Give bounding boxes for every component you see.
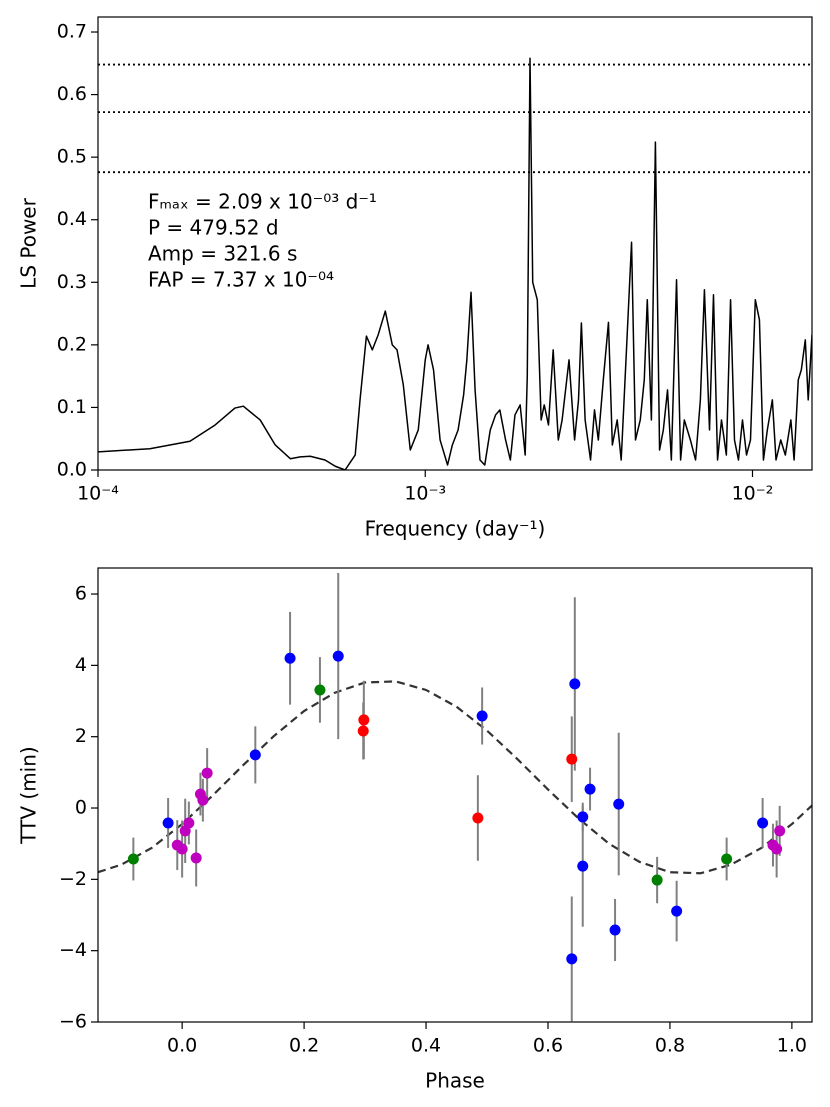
x-tick-label: 1.0 xyxy=(777,1035,807,1057)
data-point xyxy=(577,860,589,872)
x-tick-label: 0.2 xyxy=(289,1035,319,1057)
x-axis-label: Frequency (day⁻¹) xyxy=(365,517,546,541)
y-tick-label: 0.4 xyxy=(57,208,87,230)
y-tick-label: 0.0 xyxy=(57,459,87,481)
y-tick-label: −2 xyxy=(59,868,87,890)
x-tick-label: 0.8 xyxy=(655,1035,685,1057)
y-tick-label: 0.1 xyxy=(57,396,87,418)
y-axis-label: LS Power xyxy=(17,197,41,288)
y-tick-label: 6 xyxy=(75,583,87,605)
periodogram xyxy=(98,57,812,470)
data-point xyxy=(577,811,589,823)
y-tick-label: 0 xyxy=(75,797,87,819)
data-point xyxy=(771,843,783,855)
y-tick-label: 2 xyxy=(75,725,87,747)
x-tick-label: 10⁻⁴ xyxy=(77,483,119,505)
x-tick-label: 0.4 xyxy=(411,1035,441,1057)
data-point xyxy=(190,852,202,864)
x-tick-label: 10⁻² xyxy=(732,483,774,505)
data-point xyxy=(569,678,581,690)
data-point xyxy=(332,650,344,662)
data-point xyxy=(358,714,370,726)
data-point xyxy=(314,684,326,696)
data-point xyxy=(757,817,769,829)
data-point xyxy=(671,905,683,917)
x-tick-label: 0.0 xyxy=(167,1035,197,1057)
data-point xyxy=(584,783,596,795)
y-tick-label: 4 xyxy=(75,654,87,676)
data-point xyxy=(774,825,786,837)
data-point xyxy=(249,749,261,761)
model-curve xyxy=(98,680,812,875)
x-axis-label: Phase xyxy=(425,1069,485,1093)
data-point xyxy=(613,798,625,810)
y-tick-label: 0.3 xyxy=(57,271,87,293)
y-tick-label: 0.7 xyxy=(57,21,87,43)
x-tick-label: 10⁻³ xyxy=(404,483,446,505)
data-point xyxy=(127,853,139,865)
annotation: P = 479.52 d xyxy=(148,216,279,240)
plot-area xyxy=(98,572,812,1022)
data-point xyxy=(162,817,174,829)
y-tick-label: −6 xyxy=(59,1011,87,1033)
data-point xyxy=(176,843,188,855)
y-tick-label: 0.6 xyxy=(57,83,87,105)
y-tick-label: 0.2 xyxy=(57,333,87,355)
data-point xyxy=(476,710,488,722)
data-point xyxy=(651,874,663,886)
annotation: Fₘₐₓ = 2.09 x 10⁻⁰³ d⁻¹ xyxy=(148,190,377,214)
annotation: Amp = 321.6 s xyxy=(148,242,297,266)
data-point xyxy=(284,652,296,664)
y-tick-label: −4 xyxy=(59,939,87,961)
data-point xyxy=(721,853,733,865)
data-point xyxy=(609,924,621,936)
y-tick-label: 0.5 xyxy=(57,146,87,168)
data-point xyxy=(472,812,484,824)
data-point xyxy=(197,794,209,806)
annotation: FAP = 7.37 x 10⁻⁰⁴ xyxy=(148,268,334,292)
plot-area xyxy=(98,57,812,470)
axes-frame xyxy=(97,16,813,471)
data-point xyxy=(183,817,195,829)
data-point xyxy=(566,953,578,965)
data-point xyxy=(201,767,213,779)
data-point xyxy=(566,753,578,765)
y-axis-label: TTV (min) xyxy=(17,746,41,844)
x-tick-label: 0.6 xyxy=(533,1035,563,1057)
data-point xyxy=(357,725,369,737)
axes-frame xyxy=(97,567,813,1023)
